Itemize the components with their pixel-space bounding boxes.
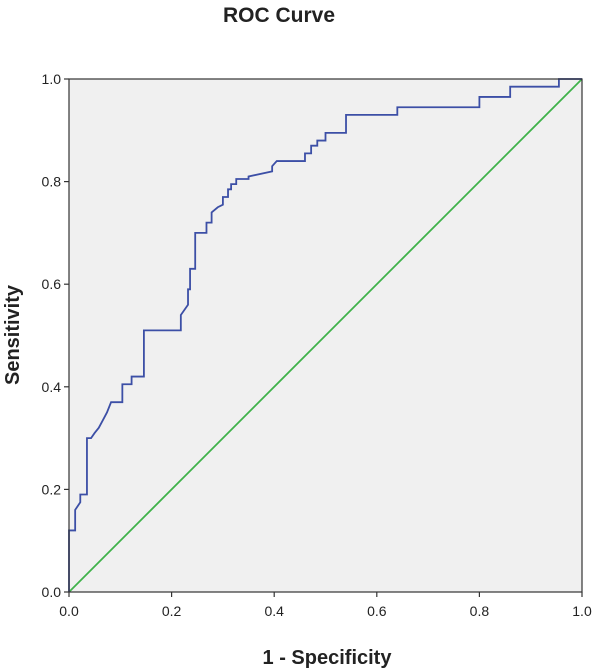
x-tick-label: 0.4 xyxy=(264,603,284,619)
roc-curve-line xyxy=(68,78,582,592)
y-axis-label: Sensitivity xyxy=(2,284,24,385)
y-tick-label: 0.2 xyxy=(42,481,62,497)
y-tick-label: 0.0 xyxy=(42,584,62,600)
y-tick-label: 0.4 xyxy=(42,379,62,395)
y-tick-label: 0.8 xyxy=(42,174,62,190)
x-tick-label: 0.2 xyxy=(162,603,182,619)
x-axis-label: 1 - Specificity xyxy=(263,647,393,669)
chart-title: ROC Curve xyxy=(223,4,335,27)
x-tick-label: 0.6 xyxy=(367,603,387,619)
x-tick-label: 0.8 xyxy=(470,603,490,619)
y-tick-label: 0.6 xyxy=(42,276,62,292)
reference-diagonal-line xyxy=(68,78,583,593)
y-tick-label: 1.0 xyxy=(42,71,62,87)
x-tick-label: 0.0 xyxy=(59,603,79,619)
plot-frame xyxy=(68,78,583,593)
x-tick-label: 1.0 xyxy=(572,603,592,619)
